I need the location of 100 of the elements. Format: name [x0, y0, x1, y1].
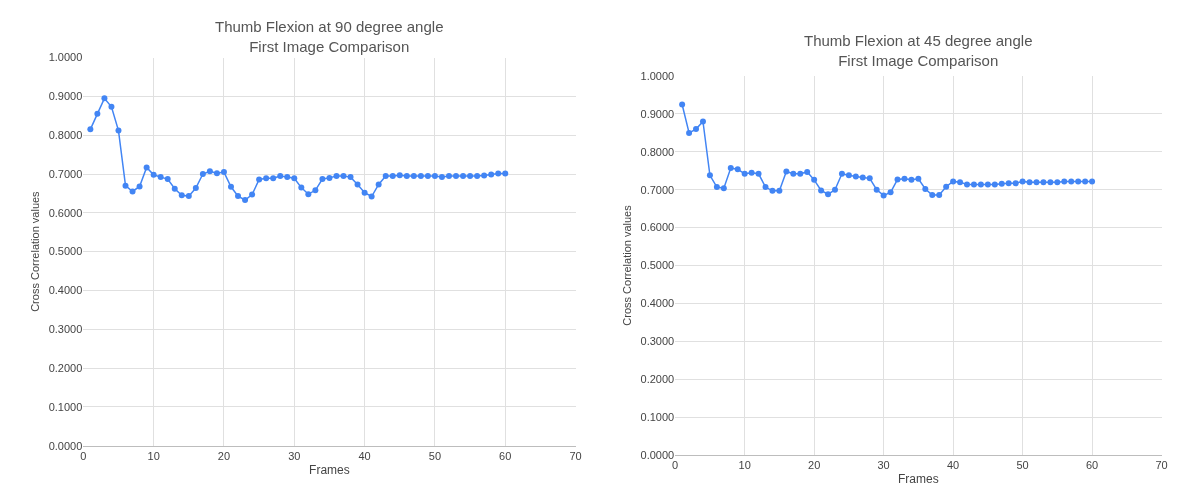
point	[852, 173, 859, 180]
point	[1047, 179, 1054, 186]
point	[943, 183, 950, 190]
point	[679, 101, 686, 108]
point	[467, 172, 474, 179]
y-tick-label: 0.7000	[48, 167, 83, 180]
point	[984, 181, 991, 188]
x-tick-label: 70	[1155, 459, 1168, 472]
point	[312, 187, 319, 194]
point	[748, 169, 755, 176]
y-tick-label: 1.0000	[640, 69, 675, 82]
point	[1054, 179, 1061, 186]
point	[720, 185, 727, 192]
point	[319, 176, 326, 183]
point	[242, 197, 249, 204]
point	[171, 185, 178, 192]
chart-subtitle: First Image Comparison	[838, 51, 999, 69]
point	[811, 176, 818, 183]
y-tick-label: 0.2000	[48, 361, 83, 374]
point	[453, 172, 460, 179]
point	[481, 172, 488, 179]
point	[727, 165, 734, 172]
point	[361, 189, 368, 196]
x-axis-title: Frames	[898, 472, 939, 486]
point	[1075, 178, 1082, 185]
y-axis-title: Cross Correlation values	[621, 204, 634, 326]
point	[699, 118, 706, 125]
point	[150, 171, 157, 178]
point	[1082, 178, 1089, 185]
point	[284, 174, 291, 181]
y-tick-label: 0.9000	[48, 90, 83, 103]
point	[1033, 179, 1040, 186]
x-tick-label: 30	[288, 449, 301, 462]
point	[936, 192, 943, 199]
point	[431, 172, 438, 179]
y-tick-label: 0.2000	[640, 372, 675, 385]
point	[396, 172, 403, 179]
x-tick-label: 50	[1016, 459, 1029, 472]
x-axis-title: Frames	[309, 462, 350, 477]
y-tick-label: 0.3000	[640, 335, 675, 348]
y-tick-label: 0.5000	[48, 245, 83, 258]
point	[686, 129, 693, 136]
x-tick-label: 40	[358, 449, 371, 462]
point	[347, 174, 354, 181]
point	[825, 191, 832, 198]
point	[922, 185, 929, 192]
point	[901, 175, 908, 182]
point	[445, 172, 452, 179]
point	[998, 180, 1005, 187]
point	[797, 170, 804, 177]
x-tick-label: 60	[1085, 459, 1099, 472]
point	[354, 181, 361, 188]
point	[94, 110, 101, 117]
point	[1012, 180, 1019, 187]
point	[178, 192, 185, 199]
point	[693, 126, 700, 133]
point	[977, 181, 984, 188]
point	[790, 170, 797, 177]
point	[474, 172, 481, 179]
y-tick-label: 0.9000	[640, 107, 675, 120]
x-tick-label: 70	[569, 449, 582, 462]
point	[164, 176, 171, 183]
point	[424, 172, 431, 179]
point	[1005, 180, 1012, 187]
point	[804, 168, 811, 175]
point	[382, 172, 389, 179]
point	[488, 171, 495, 178]
point	[859, 174, 866, 181]
x-tick-label: 0	[672, 459, 679, 472]
point	[122, 182, 129, 189]
point	[741, 170, 748, 177]
x-tick-label: 20	[808, 459, 821, 472]
point	[298, 184, 305, 191]
point	[818, 187, 825, 194]
point	[713, 184, 720, 191]
point	[389, 172, 396, 179]
point	[410, 172, 417, 179]
point	[929, 192, 936, 199]
point	[776, 187, 783, 194]
x-tick-label: 10	[738, 459, 751, 472]
point	[964, 181, 971, 188]
point	[845, 172, 852, 179]
point	[340, 172, 347, 179]
point	[115, 127, 122, 134]
y-tick-label: 0.6000	[48, 206, 83, 219]
point	[495, 170, 502, 177]
x-tick-label: 60	[499, 449, 512, 462]
x-tick-label: 10	[147, 449, 160, 462]
y-tick-label: 0.0000	[640, 448, 675, 461]
point	[915, 175, 922, 182]
x-tick-label: 40	[946, 459, 960, 472]
point	[101, 95, 108, 102]
point	[991, 181, 998, 188]
x-tick-label: 50	[428, 449, 442, 462]
point	[192, 184, 199, 191]
point	[368, 193, 375, 200]
point	[235, 193, 242, 200]
point	[1026, 179, 1033, 186]
point	[206, 168, 213, 175]
point	[1089, 178, 1096, 185]
